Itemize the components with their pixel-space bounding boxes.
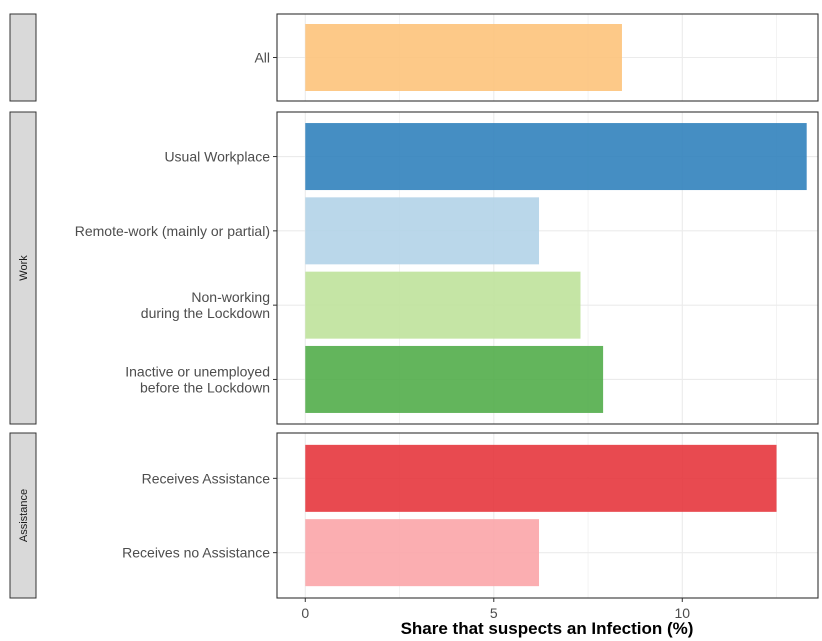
bar: [305, 345, 604, 413]
bar: [305, 197, 540, 265]
bar: [305, 24, 622, 91]
x-tick-label: 5: [490, 605, 498, 621]
strip-label: Work: [18, 255, 30, 281]
panel: Work Usual Workplace Remote-work (mainly o…: [9, 111, 819, 425]
strip-background: [9, 13, 37, 102]
y-tick-label: Non-working during the Lockdown: [141, 289, 270, 321]
x-axis: 0 5 10: [301, 598, 690, 621]
x-tick-label: 10: [674, 605, 690, 621]
panel: Assistance Receives Assistance Receives no…: [9, 432, 819, 599]
strip-background: [9, 432, 37, 599]
panel-border: [276, 432, 819, 599]
bar: [305, 444, 777, 512]
y-tick-label: Usual Workplace: [164, 149, 270, 165]
bar: [305, 519, 540, 587]
y-tick-label: Receives Assistance: [142, 470, 271, 486]
bar: [305, 123, 807, 191]
x-axis-title: Share that suspects an Infection (%): [401, 619, 694, 638]
y-tick-label: All: [254, 50, 270, 66]
chart-panels: All Work Usual Workplace Remote-work (mainl…: [9, 13, 819, 599]
panel-border: [276, 111, 819, 425]
y-tick-label: Inactive or unemployed before the Lockdow…: [125, 363, 270, 395]
x-tick-label: 0: [301, 605, 309, 621]
panel-border: [276, 13, 819, 102]
panel: All: [9, 13, 819, 102]
strip-background: [9, 111, 37, 425]
bar: [305, 271, 581, 339]
y-tick-label: Remote-work (mainly or partial): [75, 223, 270, 239]
strip-label: Assistance: [18, 489, 30, 542]
y-tick-label: Receives no Assistance: [122, 545, 270, 561]
